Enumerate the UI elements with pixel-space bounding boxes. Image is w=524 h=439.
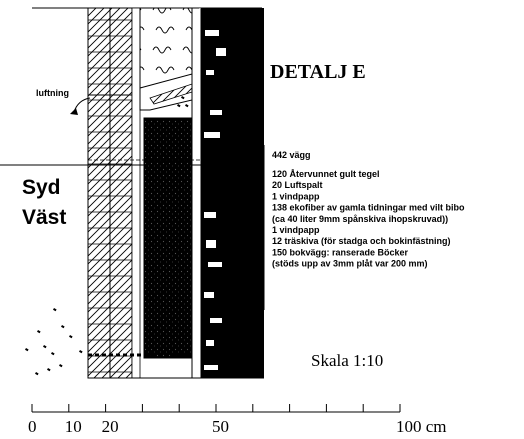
spec-layer-6: 1 vindpapp	[272, 225, 320, 235]
scale-bar: 0 10 20 50 100 cm	[28, 404, 447, 436]
orientation-line-1: Syd	[22, 176, 61, 199]
book-wall	[199, 8, 264, 378]
spec-layer-9: (stöds upp av 3mm plåt var 200 mm)	[272, 259, 428, 269]
scale-tick-label: 0	[28, 417, 37, 436]
orientation-line-2: Väst	[22, 206, 66, 229]
air-gap	[131, 7, 141, 379]
timber-board	[191, 7, 201, 379]
vent-sill	[139, 73, 193, 111]
ekofiber-insulation	[143, 117, 193, 359]
spec-layer-2: 20 Luftspalt	[272, 180, 323, 190]
spec-layer-7: 12 träskiva (för stadga och bokinfästnin…	[272, 236, 451, 246]
brick-wall	[87, 7, 133, 379]
rubble-marks	[25, 95, 189, 376]
spec-layer-5: (ca 40 liter 9mm spånskiva ihopskruvad))	[272, 214, 448, 224]
detail-title: DETALJ E	[270, 61, 366, 83]
spec-layer-1: 120 Återvunnet gult tegel	[272, 169, 380, 179]
scale-tick-label: 10	[65, 417, 82, 436]
spec-layer-8: 150 bokvägg: ranserade Böcker	[272, 247, 409, 257]
spec-layer-4: 138 ekofiber av gamla tidningar med vilt…	[272, 203, 465, 213]
scale-text: Skala 1:10	[311, 351, 383, 370]
scale-tick-label: 50	[212, 417, 229, 436]
scale-tick-label: 100 cm	[396, 417, 447, 436]
ventilation-label: luftning	[36, 88, 69, 98]
scale-tick-label: 20	[102, 417, 119, 436]
spec-heading: 442 vägg	[272, 150, 311, 160]
ventilation-arrow	[70, 94, 132, 115]
spec-layer-3: 1 vindpapp	[272, 191, 320, 201]
